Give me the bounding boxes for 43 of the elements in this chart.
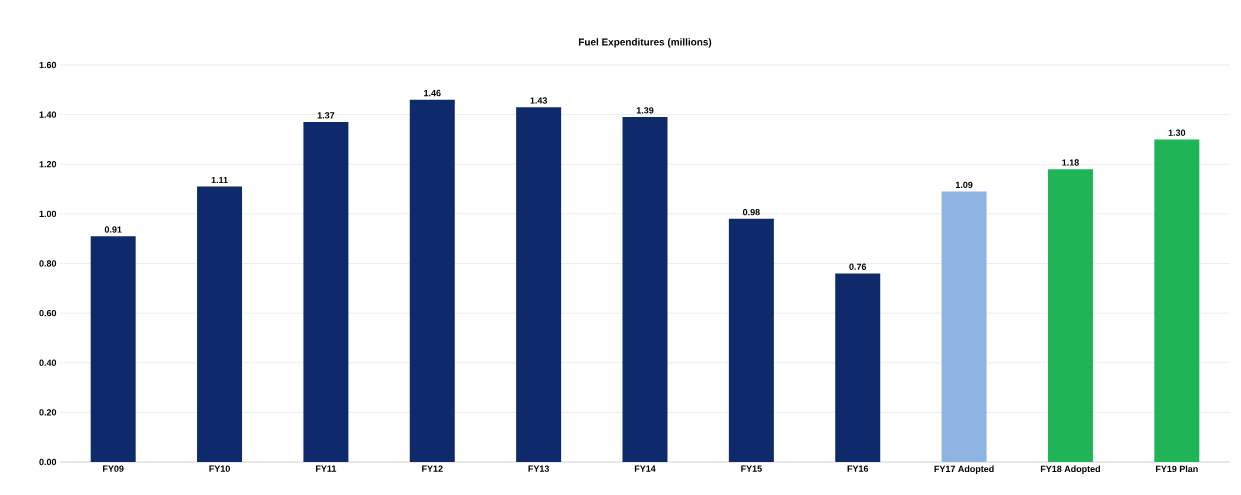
bar [728,218,774,462]
x-tick-label: FY16 [847,465,869,472]
data-label: 1.30 [1168,129,1186,136]
y-tick-label: 1.20 [39,161,57,168]
bar [409,99,455,462]
x-tick-label: FY15 [741,465,762,472]
data-label: 0.91 [104,226,122,233]
y-tick-label: 0.60 [39,309,57,317]
data-label: 1.09 [955,181,973,189]
y-tick-label: 0.80 [39,260,57,267]
data-label: 1.43 [530,97,548,104]
bar [941,191,987,462]
x-tick-label: FY11 [316,465,337,472]
bar [90,236,136,462]
x-tick-label: FY09 [103,465,124,472]
x-tick-label: FY17 Adopted [934,465,994,474]
bar [516,107,562,462]
x-tick-label: FY10 [209,465,230,472]
y-tick-label: 1.00 [39,210,57,218]
x-tick-label: FY14 [634,465,656,472]
data-label: 1.11 [211,176,228,184]
data-label: 0.98 [743,208,760,216]
bar [303,122,349,462]
y-tick-label: 0.00 [39,458,57,466]
y-tick-label: 0.20 [39,409,57,416]
y-tick-label: 1.60 [39,61,57,69]
chart-title: Fuel Expenditures (millions) [578,38,712,48]
y-tick-label: 0.40 [39,359,57,366]
x-tick-label: FY19 Plan [1155,465,1198,473]
bar [622,117,668,462]
y-tick-label: 1.40 [39,111,57,118]
x-tick-label: FY12 [422,465,443,472]
bar [1154,139,1200,462]
bar [835,273,881,462]
data-label: 0.76 [849,263,867,270]
data-label: 1.37 [317,112,335,119]
x-tick-label: FY18 Adopted [1040,465,1100,474]
data-label: 1.18 [1062,159,1079,166]
data-label: 1.39 [636,107,654,114]
x-tick-label: FY13 [528,465,550,472]
bar [1047,169,1093,462]
data-label: 1.46 [424,89,441,97]
bar [197,186,243,462]
